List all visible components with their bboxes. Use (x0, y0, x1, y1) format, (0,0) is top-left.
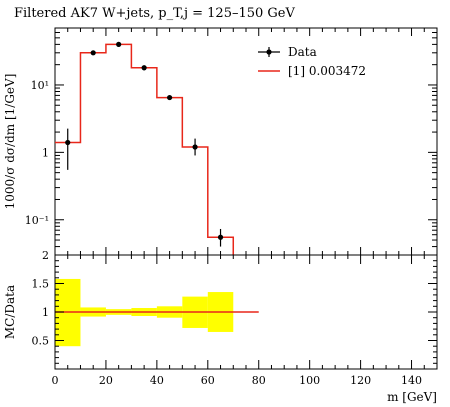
ratio-x-ticks: 0 20 40 60 80 100 120 140 (52, 255, 438, 387)
main-y-axis-label: 1000/σ dσ/dm [1/GeV] (3, 74, 17, 210)
main-plot-frame (54, 27, 438, 256)
x-tick-label: 120 (350, 374, 371, 387)
x-tick-label: 0 (52, 374, 59, 387)
chart-title: Filtered AK7 W+jets, p_T,j = 125–150 GeV (14, 6, 295, 21)
ratio-y-tick-label: 2 (42, 249, 49, 262)
ratio-y-ticks: 0.5 1 1.5 2 (32, 249, 437, 364)
data-point (141, 65, 147, 71)
ratio-y-tick-label: 1.5 (32, 278, 50, 291)
data-point (192, 144, 198, 150)
main-panel: 10⁻¹ 1 10¹ Data [1] 0.003472 1000/σ dσ/dm [… (3, 27, 438, 256)
x-tick-label: 140 (401, 374, 422, 387)
data-point (167, 94, 173, 101)
x-tick-label: 40 (150, 374, 164, 387)
ratio-y-tick-label: 1 (42, 306, 49, 319)
ratio-y-axis-label: MC/Data (3, 285, 17, 339)
legend-label-mc: [1] 0.003472 (288, 64, 366, 78)
data-point (116, 41, 122, 47)
x-tick-label: 80 (252, 374, 266, 387)
ratio-panel: 0.5 1 1.5 2 0 20 40 60 80 100 120 140 MC/Data m [G… (3, 249, 438, 404)
legend-data-marker (266, 49, 272, 55)
main-y-ticks: 10⁻¹ 1 10¹ (25, 27, 438, 256)
x-tick-label: 100 (299, 374, 320, 387)
ratio-y-tick-label: 0.5 (32, 335, 50, 348)
legend-label-data: Data (288, 45, 317, 59)
data-points (65, 41, 224, 247)
mc-histogram-line (55, 43, 235, 255)
legend: Data [1] 0.003472 (258, 45, 366, 78)
data-point (65, 139, 71, 146)
data-point (217, 234, 224, 240)
data-point (90, 50, 96, 56)
main-y-tick-label: 1 (42, 146, 49, 159)
main-y-tick-label: 10¹ (31, 79, 49, 92)
x-axis-label: m [GeV] (387, 390, 437, 404)
mc-histogram (55, 43, 235, 255)
x-tick-label: 20 (99, 374, 113, 387)
x-tick-label: 60 (201, 374, 215, 387)
main-y-tick-label: 10⁻¹ (25, 214, 49, 227)
